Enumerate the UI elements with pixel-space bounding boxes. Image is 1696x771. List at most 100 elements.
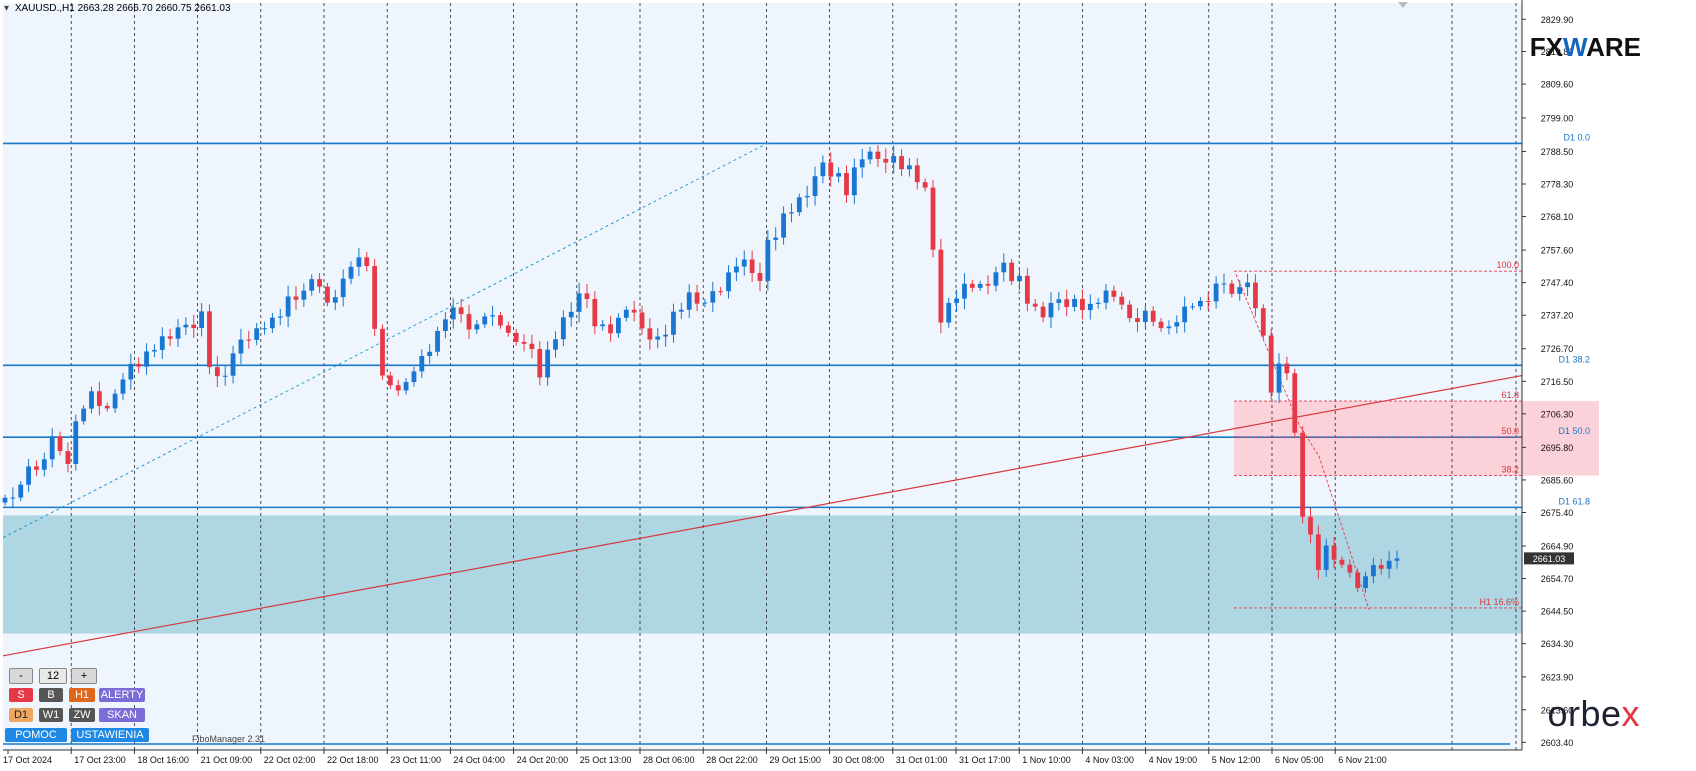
candle-body bbox=[914, 165, 920, 183]
increase-button[interactable]: + bbox=[71, 668, 97, 684]
buy-button[interactable]: B bbox=[39, 688, 63, 702]
d1-button[interactable]: D1 bbox=[9, 708, 33, 722]
candle-body bbox=[946, 302, 952, 323]
candle-body bbox=[741, 259, 747, 267]
candle-body bbox=[1158, 321, 1164, 329]
candle-body bbox=[490, 315, 495, 317]
candle-body bbox=[1040, 306, 1046, 318]
candle-body bbox=[671, 311, 676, 335]
candle-body bbox=[1339, 559, 1345, 565]
candle-body bbox=[450, 307, 456, 320]
alerts-button[interactable]: ALERTY bbox=[99, 688, 145, 702]
candle-body bbox=[631, 309, 637, 313]
candle-body bbox=[1135, 318, 1140, 322]
candle-body bbox=[309, 279, 315, 291]
candle-body bbox=[993, 272, 999, 286]
candle-body bbox=[1315, 534, 1321, 570]
candle-body bbox=[167, 336, 173, 339]
candle-body bbox=[482, 316, 488, 325]
candle-body bbox=[726, 272, 731, 292]
candle-body bbox=[458, 307, 464, 315]
candle-body bbox=[844, 173, 849, 196]
scan-button[interactable]: SKAN bbox=[99, 708, 145, 722]
candle-body bbox=[207, 311, 212, 368]
y-tick-label: 2747.40 bbox=[1541, 278, 1574, 288]
help-button[interactable]: POMOC bbox=[5, 728, 67, 742]
fibomanager-label: FiboManager 2.31 bbox=[192, 734, 266, 744]
candle-body bbox=[710, 291, 716, 303]
y-tick-label: 2634.30 bbox=[1541, 639, 1574, 649]
count-field[interactable]: 12 bbox=[39, 668, 67, 684]
candle-body bbox=[1260, 308, 1266, 336]
candle-body bbox=[647, 328, 653, 340]
candle-body bbox=[899, 156, 904, 170]
candle-body bbox=[26, 466, 31, 485]
candle-body bbox=[757, 272, 763, 281]
candle-body bbox=[1127, 304, 1133, 319]
candle-body bbox=[120, 379, 126, 394]
y-tick-label: 2644.50 bbox=[1541, 607, 1574, 617]
candle-body bbox=[2, 497, 8, 503]
chart-menu-icon[interactable]: ▾ bbox=[4, 3, 10, 14]
candle-body bbox=[183, 324, 189, 328]
candle-body bbox=[1331, 545, 1337, 560]
candle-body bbox=[199, 311, 205, 329]
candle-body bbox=[922, 182, 928, 188]
candle-body bbox=[907, 165, 912, 170]
candle-body bbox=[1080, 298, 1085, 311]
candle-body bbox=[545, 349, 551, 378]
fxware-logo: FXWARE bbox=[1529, 32, 1641, 62]
candle-body bbox=[41, 459, 47, 470]
y-tick-label: 2706.30 bbox=[1541, 409, 1574, 419]
y-tick-label: 2695.80 bbox=[1541, 443, 1574, 453]
candle-body bbox=[537, 349, 543, 378]
x-tick-label: 30 Oct 08:00 bbox=[833, 755, 885, 765]
orbex-logo: orbex bbox=[1547, 693, 1640, 734]
x-tick-label: 6 Nov 05:00 bbox=[1275, 755, 1324, 765]
settings-button[interactable]: USTAWIENIA bbox=[71, 728, 149, 742]
candle-body bbox=[1024, 275, 1030, 304]
y-tick-label: 2809.60 bbox=[1541, 80, 1574, 90]
candle-body bbox=[765, 239, 771, 281]
candle-body bbox=[427, 351, 433, 356]
candle-body bbox=[419, 355, 425, 372]
fib-level-label: D1 61.8 bbox=[1558, 496, 1590, 506]
candle-body bbox=[191, 324, 197, 329]
candle-body bbox=[663, 334, 669, 337]
candle-body bbox=[1048, 302, 1054, 318]
candle-body bbox=[175, 327, 181, 339]
x-tick-label: 24 Oct 20:00 bbox=[517, 755, 569, 765]
candle-body bbox=[1237, 287, 1243, 294]
candle-body bbox=[152, 349, 157, 352]
candle-body bbox=[1009, 262, 1015, 282]
candle-body bbox=[466, 314, 472, 330]
candle-body bbox=[560, 317, 566, 340]
ohlc-values: 2663.28 2666.70 2660.75 2661.03 bbox=[77, 3, 231, 14]
candle-body bbox=[553, 339, 558, 350]
candle-body bbox=[977, 283, 983, 288]
candle-body bbox=[655, 336, 661, 340]
fib-level-label: D1 0.0 bbox=[1563, 132, 1590, 142]
candle-body bbox=[1245, 282, 1250, 288]
zw-button[interactable]: ZW bbox=[69, 708, 95, 722]
candle-body bbox=[694, 292, 700, 304]
candle-body bbox=[348, 266, 354, 279]
candle-body bbox=[1276, 363, 1282, 393]
candle-body bbox=[867, 151, 873, 160]
h1-fib-label: 38.2 bbox=[1501, 464, 1519, 474]
candle-body bbox=[254, 328, 260, 340]
decrease-button[interactable]: - bbox=[9, 668, 33, 684]
candle-body bbox=[985, 283, 991, 286]
sell-button[interactable]: S bbox=[9, 688, 33, 702]
h1-button[interactable]: H1 bbox=[69, 688, 95, 702]
candle-body bbox=[1072, 298, 1077, 307]
y-tick-label: 2778.30 bbox=[1541, 180, 1574, 190]
candle-body bbox=[1103, 290, 1109, 303]
candle-body bbox=[930, 187, 936, 250]
candle-body bbox=[938, 249, 944, 323]
w1-button[interactable]: W1 bbox=[39, 708, 63, 722]
x-tick-label: 17 Oct 23:00 bbox=[74, 755, 126, 765]
candle-body bbox=[1032, 303, 1038, 307]
candle-body bbox=[836, 173, 842, 177]
